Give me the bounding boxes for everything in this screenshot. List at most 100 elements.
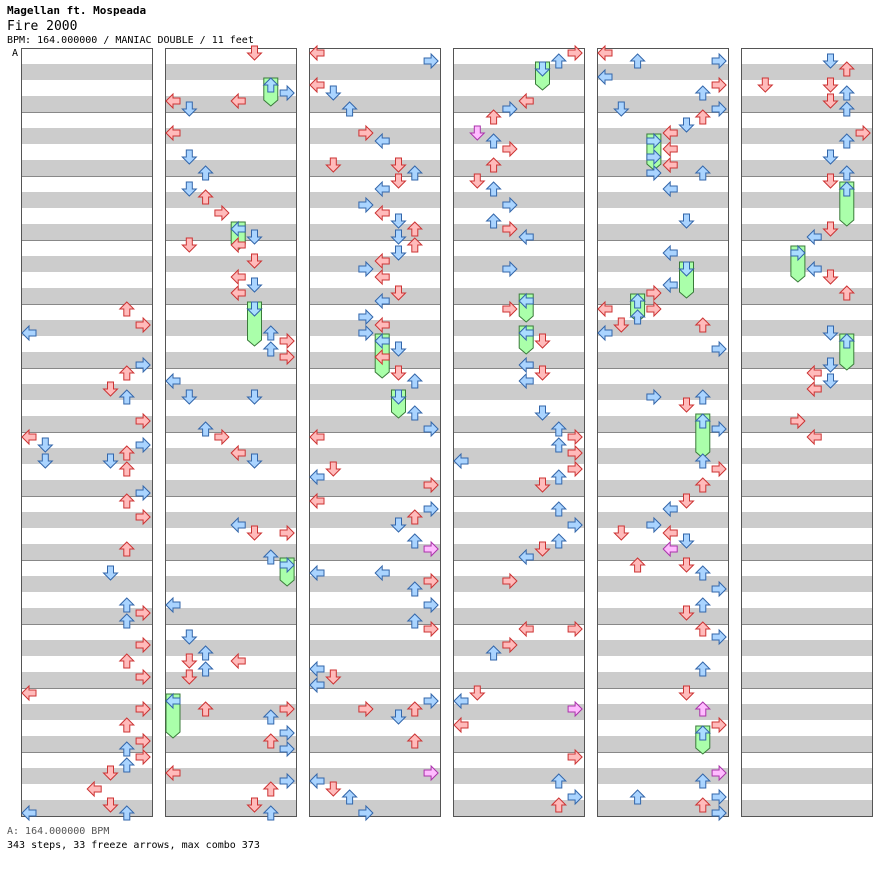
column-border xyxy=(453,48,585,817)
arrow-shape xyxy=(423,476,439,494)
step-arrow xyxy=(423,620,439,638)
arrow-shape xyxy=(181,181,198,197)
arrow-shape xyxy=(423,500,439,518)
arrow-shape xyxy=(181,149,198,165)
step-arrow xyxy=(279,700,295,718)
arrow-shape xyxy=(629,293,646,309)
step-arrow xyxy=(518,372,534,390)
column-border xyxy=(165,48,297,817)
beat-stripe xyxy=(741,288,872,304)
arrow-shape xyxy=(629,53,646,69)
arrow-shape xyxy=(118,597,136,613)
arrow-shape xyxy=(325,85,342,101)
arrow-shape xyxy=(325,461,342,477)
arrow-shape xyxy=(358,124,374,142)
arrow-shape xyxy=(374,180,390,198)
arrow-shape xyxy=(135,484,151,502)
arrow-shape xyxy=(694,453,712,469)
step-arrow xyxy=(118,741,136,757)
beat-stripe xyxy=(597,640,728,656)
beat-stripe xyxy=(165,384,296,400)
step-arrow xyxy=(135,732,151,750)
arrow-shape xyxy=(309,428,325,446)
step-arrow xyxy=(453,716,469,734)
arrow-shape xyxy=(678,117,695,133)
arrow-shape xyxy=(502,572,518,590)
step-arrow xyxy=(181,149,198,165)
arrow-shape xyxy=(534,333,551,349)
step-arrow xyxy=(279,772,295,790)
step-arrow xyxy=(518,292,534,310)
arrow-shape xyxy=(822,149,839,165)
beat-stripe xyxy=(165,640,296,656)
beat-stripe xyxy=(165,224,296,240)
column-border xyxy=(21,48,153,817)
arrow-shape xyxy=(423,420,439,438)
arrow-shape xyxy=(662,276,678,294)
arrow-shape xyxy=(694,477,712,493)
beat-stripe xyxy=(597,576,728,592)
arrow-shape xyxy=(567,516,583,534)
arrow-shape xyxy=(662,540,678,558)
step-arrow xyxy=(374,316,390,334)
step-arrow xyxy=(629,293,646,309)
step-arrow xyxy=(567,700,583,718)
step-arrow xyxy=(485,133,502,149)
arrow-shape xyxy=(309,468,325,486)
arrow-shape xyxy=(390,389,407,405)
beat-stripe xyxy=(21,672,152,688)
beat-stripe xyxy=(309,544,440,560)
arrow-shape xyxy=(534,541,551,557)
step-arrow xyxy=(325,85,342,101)
beat-stripe xyxy=(21,352,152,368)
arrow-shape xyxy=(246,389,263,405)
step-arrow xyxy=(518,548,534,566)
step-arrow xyxy=(37,437,54,453)
step-arrow xyxy=(325,669,342,685)
step-arrow xyxy=(165,92,181,110)
step-arrow xyxy=(390,229,407,245)
step-arrow xyxy=(646,148,662,166)
beat-stripe xyxy=(165,608,296,624)
arrow-shape xyxy=(694,165,712,181)
step-arrow xyxy=(822,53,839,69)
step-arrow xyxy=(37,453,54,469)
arrow-shape xyxy=(423,596,439,614)
step-arrow xyxy=(118,445,136,461)
step-arrow xyxy=(165,372,181,390)
arrow-shape xyxy=(534,477,551,493)
arrow-shape xyxy=(135,668,151,686)
step-arrow xyxy=(197,661,214,677)
arrow-shape xyxy=(374,252,390,270)
step-arrow xyxy=(390,341,407,357)
step-arrow xyxy=(358,196,374,214)
step-arrow xyxy=(485,645,502,661)
arrow-shape xyxy=(646,132,662,150)
beat-stripe xyxy=(741,672,872,688)
step-arrow xyxy=(502,300,518,318)
beat-stripe xyxy=(309,416,440,432)
step-arrow xyxy=(246,453,263,469)
arrow-shape xyxy=(165,692,181,710)
arrow-shape xyxy=(567,428,583,446)
step-arrow xyxy=(309,564,325,582)
arrow-shape xyxy=(309,76,325,94)
beat-stripe xyxy=(165,288,296,304)
step-arrow xyxy=(678,213,695,229)
step-arrow xyxy=(822,357,839,373)
step-arrow xyxy=(711,340,727,358)
beat-stripe xyxy=(309,160,440,176)
step-arrow xyxy=(358,260,374,278)
beat-stripe xyxy=(741,160,872,176)
step-arrow xyxy=(694,621,712,637)
song-title: Fire 2000 xyxy=(7,19,78,34)
chart-column xyxy=(597,48,729,817)
arrow-shape xyxy=(406,165,424,181)
beat-stripe xyxy=(21,576,152,592)
arrow-shape xyxy=(135,636,151,654)
arrow-shape xyxy=(390,341,407,357)
arrow-shape xyxy=(309,492,325,510)
beat-stripe xyxy=(453,640,584,656)
step-arrow xyxy=(694,773,712,789)
beat-stripe xyxy=(309,608,440,624)
